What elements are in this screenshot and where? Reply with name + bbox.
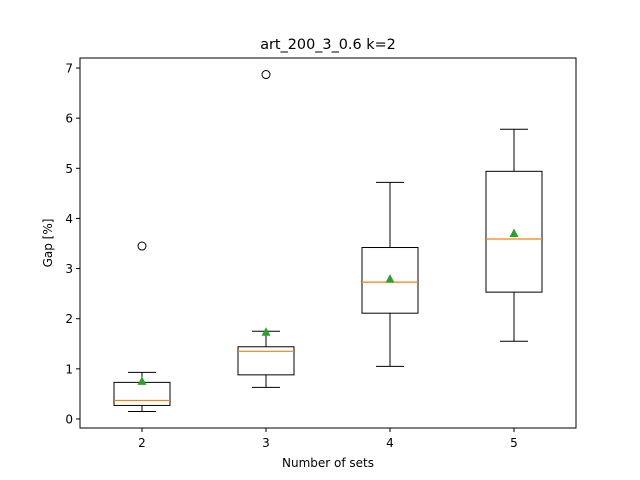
mean-marker [385, 274, 395, 283]
outlier-point [137, 241, 147, 251]
box-iqr [237, 346, 295, 376]
y-tick-label: 4 [65, 212, 73, 226]
mean-marker [137, 376, 147, 385]
plot-area: 0 1 2 3 4 5 6 7 2 3 4 5 [65, 62, 543, 450]
y-tick-label: 1 [65, 362, 73, 376]
y-tick-label: 7 [65, 62, 73, 76]
box-iqr [485, 170, 543, 293]
outlier-point [261, 70, 271, 80]
axes-frame [79, 57, 577, 429]
y-tick-label: 5 [65, 162, 73, 176]
x-tick-label: 3 [262, 436, 270, 450]
x-axis-label: Number of sets [282, 456, 374, 470]
chart-title: art_200_3_0.6 k=2 [260, 37, 396, 53]
box-iqr [361, 247, 419, 314]
y-tick-label: 2 [65, 312, 73, 326]
y-tick-label: 0 [65, 412, 73, 426]
mean-marker [509, 228, 519, 237]
y-tick-label: 6 [65, 112, 73, 126]
y-tick-label: 3 [65, 262, 73, 276]
mean-marker [261, 327, 271, 336]
x-tick-label: 4 [386, 436, 394, 450]
x-tick-label: 2 [138, 436, 146, 450]
y-axis-label: Gap [%] [41, 219, 55, 268]
x-tick-label: 5 [510, 436, 518, 450]
